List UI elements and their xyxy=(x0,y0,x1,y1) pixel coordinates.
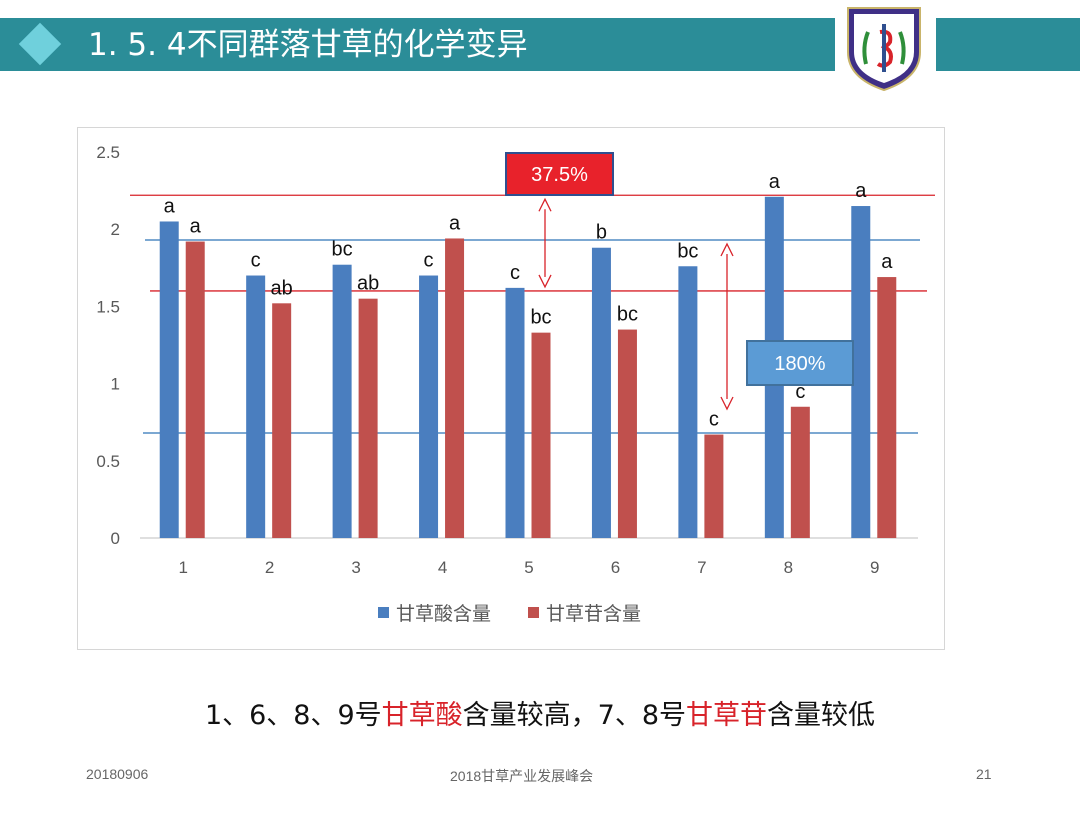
significance-label: a xyxy=(164,195,176,217)
university-logo xyxy=(847,7,921,92)
bar xyxy=(332,264,352,538)
significance-label: c xyxy=(709,409,719,431)
conclusion-text: 1、6、8、9号甘草酸含量较高，7、8号甘草苷含量较低 xyxy=(0,693,1080,732)
x-tick-label: 9 xyxy=(870,558,879,577)
callout-box xyxy=(746,340,854,386)
significance-label: bc xyxy=(332,239,353,261)
x-tick-label: 2 xyxy=(265,558,274,577)
significance-label: bc xyxy=(677,240,698,262)
legend-swatch xyxy=(378,607,389,618)
callout-text: 37.5% xyxy=(531,164,588,186)
y-tick-label: 1 xyxy=(111,375,120,394)
bar xyxy=(445,238,465,539)
significance-label: c xyxy=(510,262,520,284)
significance-label: a xyxy=(449,212,461,234)
bar xyxy=(851,206,871,539)
header-bar xyxy=(0,18,835,71)
footer-event: 2018甘草产业发展峰会 xyxy=(450,768,594,784)
double-arrow-blue-head-top xyxy=(720,242,734,257)
significance-label: bc xyxy=(617,304,638,326)
bar xyxy=(505,287,525,538)
conclusion-segment: 含量较低 xyxy=(767,700,876,731)
x-tick-label: 5 xyxy=(524,558,533,577)
significance-label: a xyxy=(881,251,893,273)
y-tick-label: 0 xyxy=(111,529,120,548)
x-tick-label: 3 xyxy=(351,558,360,577)
header-bar-right xyxy=(936,18,1080,71)
bar xyxy=(185,241,205,538)
significance-label: c xyxy=(795,381,805,403)
callout-text: 180% xyxy=(774,353,825,375)
significance-label: bc xyxy=(530,307,551,329)
x-tick-label: 1 xyxy=(178,558,187,577)
x-tick-label: 4 xyxy=(438,558,447,577)
bar xyxy=(419,275,439,538)
bar xyxy=(272,303,292,538)
significance-label: a xyxy=(769,171,781,193)
significance-label: c xyxy=(424,250,434,272)
significance-label: ab xyxy=(357,273,379,295)
legend-swatch xyxy=(528,607,539,618)
significance-label: c xyxy=(251,250,261,272)
bar xyxy=(617,329,637,538)
highlight-term: 甘草苷 xyxy=(686,700,768,731)
bar xyxy=(591,247,611,538)
footer-page-number: 21 xyxy=(976,766,992,782)
y-tick-label: 1.5 xyxy=(96,297,120,316)
x-tick-label: 7 xyxy=(697,558,706,577)
significance-label: ab xyxy=(271,277,293,299)
x-tick-label: 8 xyxy=(784,558,793,577)
y-tick-label: 2.5 xyxy=(96,143,120,162)
bar xyxy=(704,434,724,538)
highlight-term: 甘草酸 xyxy=(381,700,463,731)
legend-label: 甘草苷含量 xyxy=(546,603,641,625)
y-tick-label: 0.5 xyxy=(96,452,120,471)
slide-title: 1. 5. 4不同群落甘草的化学变异 xyxy=(88,27,528,63)
bar xyxy=(877,277,897,538)
footer-date: 20180906 xyxy=(86,766,149,782)
y-tick-label: 2 xyxy=(111,220,120,239)
double-arrow-blue-head-bottom xyxy=(720,396,734,411)
bar xyxy=(678,266,698,538)
significance-label: a xyxy=(855,180,867,202)
conclusion-segment: 1、6、8、9号 xyxy=(204,700,382,731)
x-tick-label: 6 xyxy=(611,558,620,577)
significance-label: b xyxy=(596,222,607,244)
double-arrow-red-head-bottom xyxy=(538,274,552,289)
bar xyxy=(159,221,179,539)
significance-label: a xyxy=(190,216,202,238)
bar xyxy=(790,406,810,538)
bar xyxy=(246,275,266,538)
legend-label: 甘草酸含量 xyxy=(396,603,491,625)
bar xyxy=(358,298,378,538)
double-arrow-red-head-top xyxy=(538,197,552,212)
callout-box xyxy=(505,152,614,196)
bar xyxy=(531,332,551,538)
conclusion-segment: 含量较高，7、8号 xyxy=(462,700,687,731)
